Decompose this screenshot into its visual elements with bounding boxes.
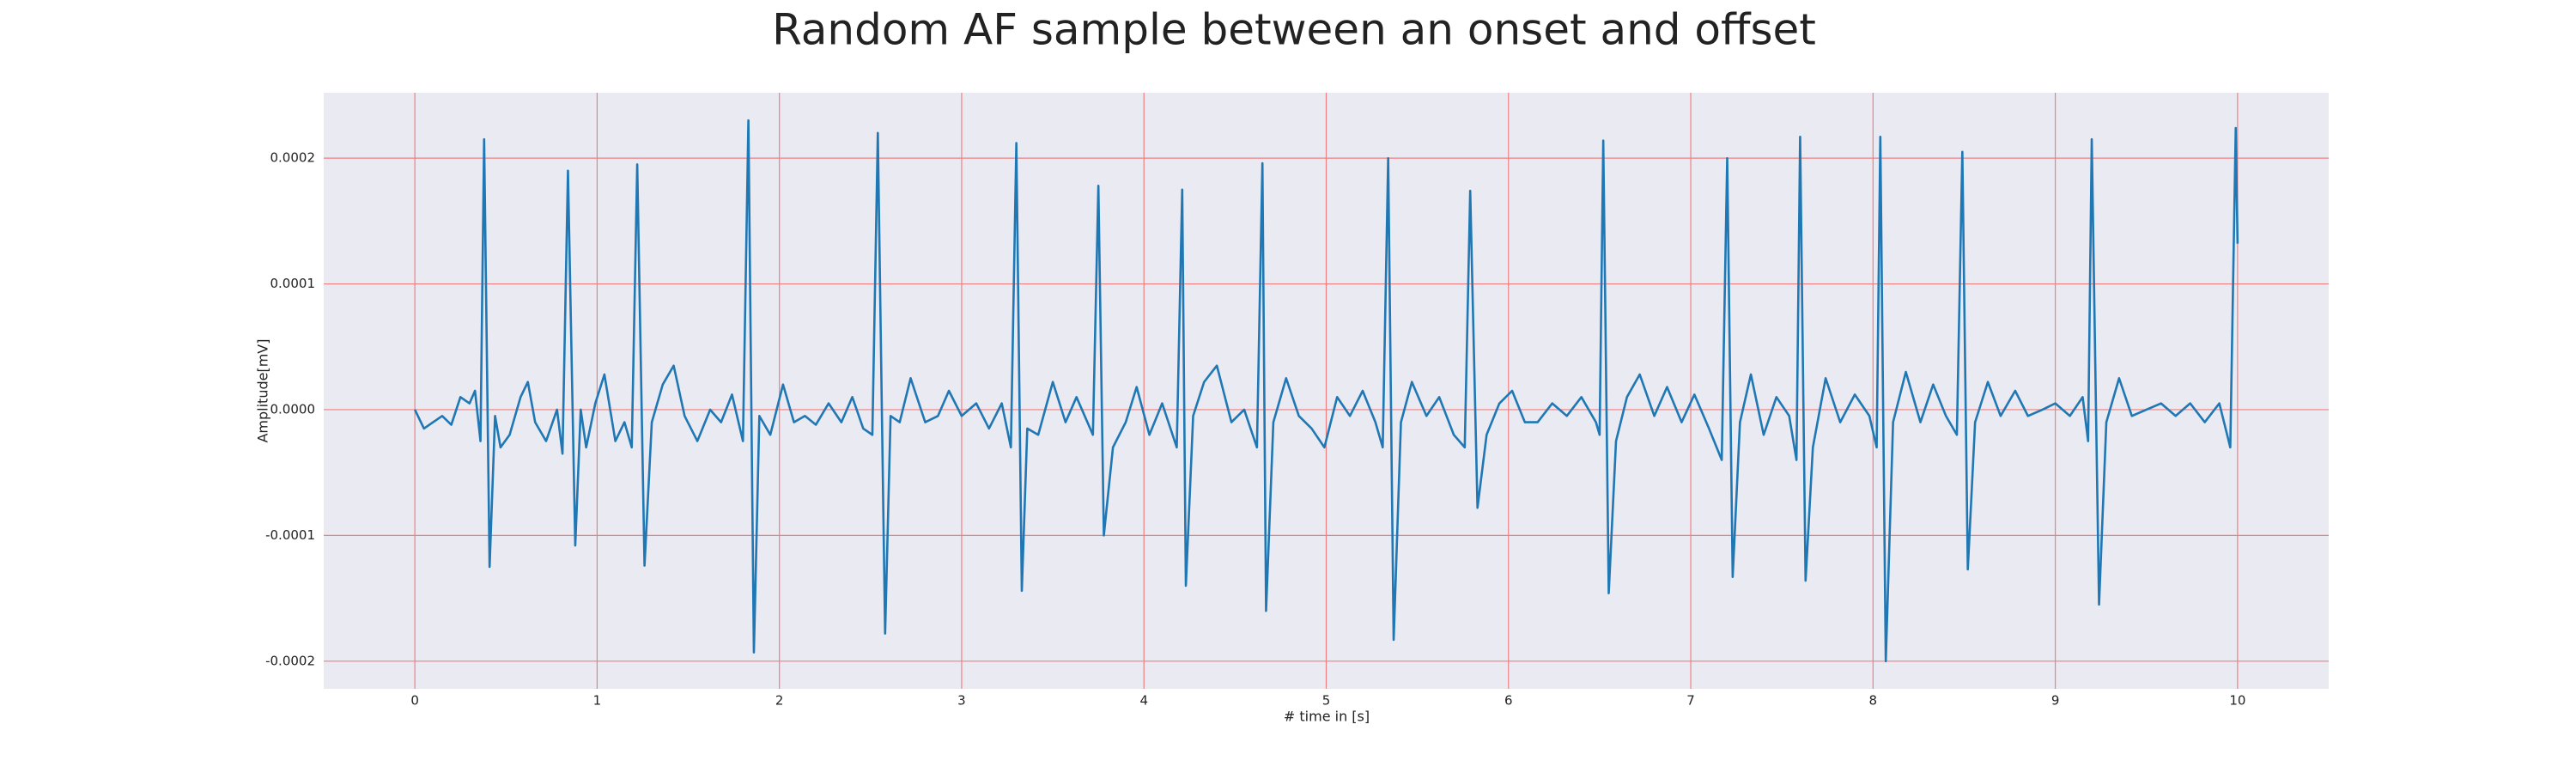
x-tick-label: 9 bbox=[2051, 693, 2060, 709]
y-tick-label: 0.0002 bbox=[270, 150, 316, 166]
y-tick-label: 0.0001 bbox=[270, 276, 316, 291]
x-tick-label: 6 bbox=[1504, 693, 1513, 709]
x-tick-label: 10 bbox=[2229, 693, 2245, 709]
x-tick-label: 7 bbox=[1686, 693, 1695, 709]
y-tick-label: -0.0002 bbox=[265, 653, 315, 668]
x-axis-label: # time in [s] bbox=[1284, 709, 1370, 725]
x-tick-label: 2 bbox=[775, 693, 784, 709]
y-tick-label: 0.0000 bbox=[270, 401, 316, 417]
x-tick-label: 5 bbox=[1322, 693, 1331, 709]
x-tick-label: 3 bbox=[957, 693, 966, 709]
y-axis-label: Amplitude[mV] bbox=[255, 338, 271, 442]
y-tick-label: -0.0001 bbox=[265, 527, 315, 543]
x-tick-label: 4 bbox=[1139, 693, 1148, 709]
x-tick-label: 1 bbox=[593, 693, 602, 709]
x-tick-label: 0 bbox=[410, 693, 419, 709]
x-tick-label: 8 bbox=[1869, 693, 1878, 709]
chart-title: Random AF sample between an onset and of… bbox=[772, 5, 1816, 55]
signal-line bbox=[413, 119, 2239, 663]
